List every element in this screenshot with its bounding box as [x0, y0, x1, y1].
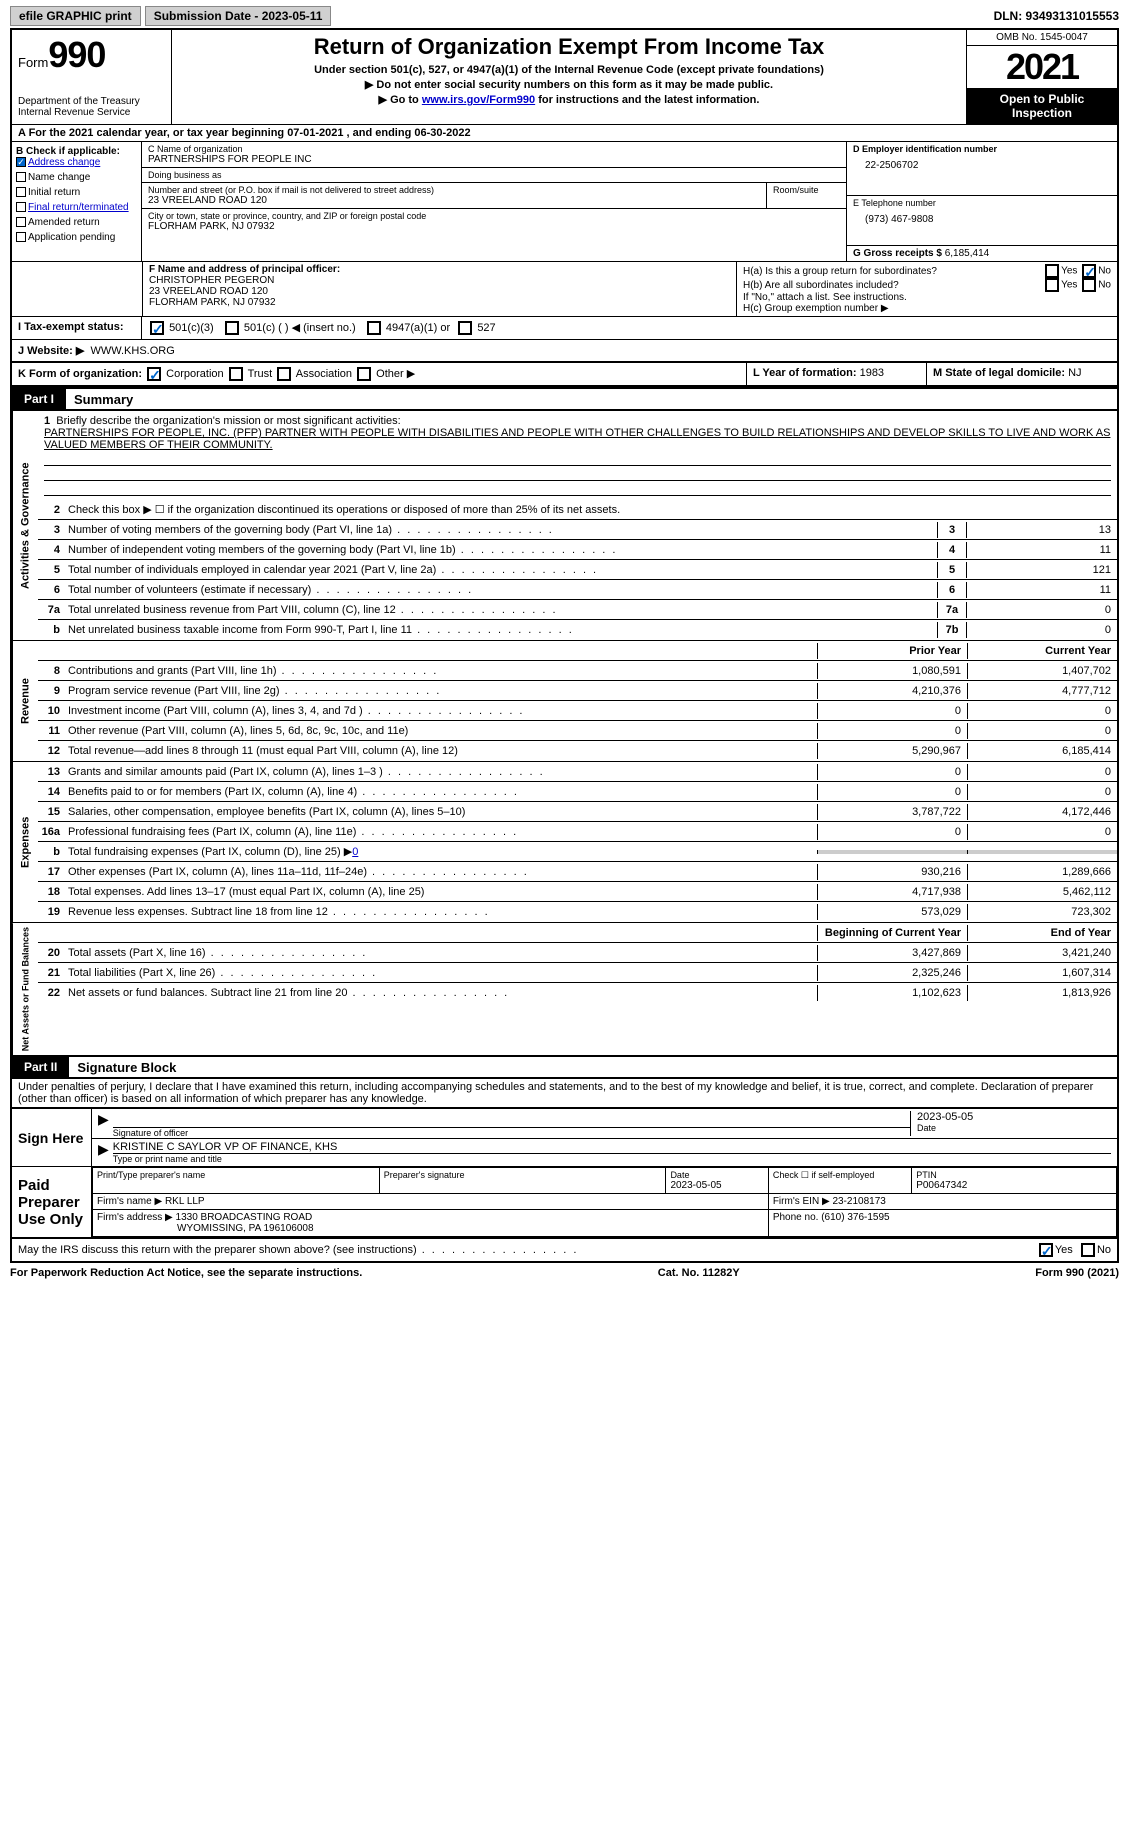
- line-16a: Professional fundraising fees (Part IX, …: [64, 824, 817, 840]
- row-m-state: M State of legal domicile: NJ: [927, 363, 1117, 385]
- dba-cell: Doing business as: [142, 168, 846, 183]
- discuss-row: May the IRS discuss this return with the…: [10, 1239, 1119, 1263]
- ein-cell: D Employer identification number 22-2506…: [847, 142, 1117, 196]
- row-a-period: A For the 2021 calendar year, or tax yea…: [10, 124, 1119, 142]
- form-header: Form990 Department of the Treasury Inter…: [10, 28, 1119, 124]
- chk-final-return[interactable]: Final return/terminated: [16, 202, 137, 213]
- chk-name-change[interactable]: Name change: [16, 172, 137, 183]
- open-inspection: Open to Public Inspection: [967, 88, 1117, 124]
- footer-cat: Cat. No. 11282Y: [658, 1267, 740, 1279]
- side-activities: Activities & Governance: [12, 411, 38, 640]
- line-21: Total liabilities (Part X, line 26): [64, 965, 817, 981]
- irs-link[interactable]: www.irs.gov/Form990: [422, 94, 535, 106]
- part-i-header: Part I: [12, 389, 66, 409]
- line-3: Number of voting members of the governin…: [64, 522, 937, 538]
- paid-preparer-label: Paid Preparer Use Only: [12, 1167, 92, 1237]
- part-ii-header: Part II: [12, 1057, 69, 1077]
- irs-label: Internal Revenue Service: [18, 107, 165, 118]
- form-title: Return of Organization Exempt From Incom…: [178, 34, 960, 60]
- chk-app-pending[interactable]: Application pending: [16, 232, 137, 243]
- room-cell: Room/suite: [766, 183, 846, 209]
- omb-number: OMB No. 1545-0047: [967, 30, 1117, 46]
- sig-date: 2023-05-05: [917, 1111, 1111, 1123]
- footer-form: Form 990 (2021): [1035, 1267, 1119, 1279]
- chk-address-change[interactable]: Address change: [16, 157, 137, 168]
- form-note1: ▶ Do not enter social security numbers o…: [178, 78, 960, 91]
- side-expenses: Expenses: [12, 762, 38, 922]
- arrow-icon: ▶: [98, 1141, 109, 1164]
- line-8: Contributions and grants (Part VIII, lin…: [64, 663, 817, 679]
- submission-date: Submission Date - 2023-05-11: [145, 6, 332, 26]
- line-17: Other expenses (Part IX, column (A), lin…: [64, 864, 817, 880]
- org-name-cell: C Name of organization PARTNERSHIPS FOR …: [142, 142, 846, 168]
- prior-year-hdr: Prior Year: [817, 643, 967, 659]
- dept-treasury: Department of the Treasury: [18, 96, 165, 107]
- line-7b: Net unrelated business taxable income fr…: [64, 622, 937, 638]
- line-13: Grants and similar amounts paid (Part IX…: [64, 764, 817, 780]
- line-1-mission: 1 Briefly describe the organization's mi…: [38, 411, 1117, 500]
- dln: DLN: 93493131015553: [994, 9, 1119, 23]
- footer-left: For Paperwork Reduction Act Notice, see …: [10, 1267, 362, 1279]
- line-2: Check this box ▶ ☐ if the organization d…: [64, 501, 1117, 518]
- line-11: Other revenue (Part VIII, column (A), li…: [64, 723, 817, 739]
- form-number: Form990: [18, 34, 165, 76]
- efile-print-button[interactable]: efile GRAPHIC print: [10, 6, 141, 26]
- line-16b: Total fundraising expenses (Part IX, col…: [64, 843, 817, 860]
- box-b-checkboxes: B Check if applicable: Address change Na…: [12, 142, 142, 261]
- line-10: Investment income (Part VIII, column (A)…: [64, 703, 817, 719]
- line-19: Revenue less expenses. Subtract line 18 …: [64, 904, 817, 920]
- side-net-assets: Net Assets or Fund Balances: [12, 923, 38, 1055]
- line-14: Benefits paid to or for members (Part IX…: [64, 784, 817, 800]
- chk-amended[interactable]: Amended return: [16, 217, 137, 228]
- row-l-year: L Year of formation: 1983: [747, 363, 927, 385]
- form-subtitle: Under section 501(c), 527, or 4947(a)(1)…: [178, 64, 960, 76]
- line-6: Total number of volunteers (estimate if …: [64, 582, 937, 598]
- part-ii-title: Signature Block: [69, 1060, 176, 1075]
- tax-year: 2021: [967, 46, 1117, 88]
- street-cell: Number and street (or P.O. box if mail i…: [142, 183, 766, 209]
- line-18: Total expenses. Add lines 13–17 (must eq…: [64, 884, 817, 900]
- line-5: Total number of individuals employed in …: [64, 562, 937, 578]
- penalty-statement: Under penalties of perjury, I declare th…: [10, 1079, 1119, 1109]
- topbar: efile GRAPHIC print Submission Date - 20…: [10, 6, 1119, 26]
- gross-receipts-cell: G Gross receipts $ 6,185,414: [847, 246, 1117, 261]
- line-4: Number of independent voting members of …: [64, 542, 937, 558]
- city-cell: City or town, state or province, country…: [142, 209, 846, 234]
- chk-initial-return[interactable]: Initial return: [16, 187, 137, 198]
- form-note2: ▶ Go to www.irs.gov/Form990 for instruct…: [178, 93, 960, 106]
- side-revenue: Revenue: [12, 641, 38, 761]
- current-year-hdr: Current Year: [967, 643, 1117, 659]
- line-7a: Total unrelated business revenue from Pa…: [64, 602, 937, 618]
- officer-name: KRISTINE C SAYLOR VP OF FINANCE, KHS: [113, 1141, 1111, 1153]
- part-i-title: Summary: [66, 392, 133, 407]
- line-9: Program service revenue (Part VIII, line…: [64, 683, 817, 699]
- row-j-website: J Website: ▶ WWW.KHS.ORG: [12, 340, 1117, 361]
- row-i-options: 501(c)(3) 501(c) ( ) ◀ (insert no.) 4947…: [142, 317, 1117, 339]
- preparer-table: Print/Type preparer's name Preparer's si…: [92, 1167, 1117, 1237]
- box-h: H(a) Is this a group return for subordin…: [737, 262, 1117, 316]
- line-15: Salaries, other compensation, employee b…: [64, 804, 817, 820]
- arrow-icon: ▶: [98, 1111, 109, 1136]
- line-22: Net assets or fund balances. Subtract li…: [64, 985, 817, 1001]
- beginning-year-hdr: Beginning of Current Year: [817, 925, 967, 941]
- line-20: Total assets (Part X, line 16): [64, 945, 817, 961]
- line-12: Total revenue—add lines 8 through 11 (mu…: [64, 743, 817, 759]
- row-i-label: I Tax-exempt status:: [12, 317, 142, 339]
- phone-cell: E Telephone number (973) 467-9808: [847, 196, 1117, 246]
- row-k-form-org: K Form of organization: Corporation Trus…: [12, 363, 747, 385]
- box-f-officer: F Name and address of principal officer:…: [142, 262, 737, 316]
- sign-here-label: Sign Here: [12, 1109, 92, 1166]
- sig-officer-label: Signature of officer: [113, 1127, 910, 1138]
- end-year-hdr: End of Year: [967, 925, 1117, 941]
